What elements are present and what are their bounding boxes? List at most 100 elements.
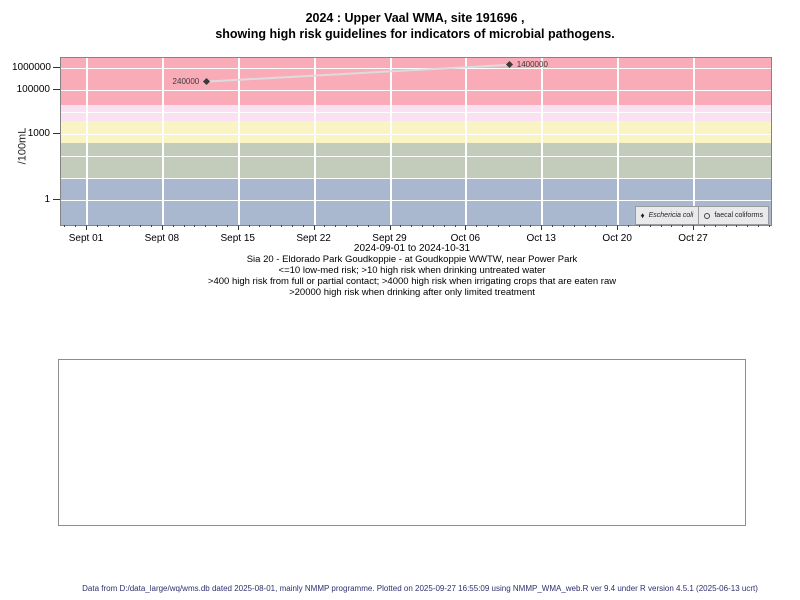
- vertical-gridline: [693, 58, 696, 225]
- risk-band: [61, 120, 771, 143]
- x-axis-tick: [465, 225, 467, 230]
- chart-title: 2024 : Upper Vaal WMA, site 191696 , sho…: [215, 10, 614, 42]
- x-axis-minor-tick: [508, 225, 510, 227]
- x-axis-minor-tick: [64, 225, 66, 227]
- x-axis-minor-tick: [259, 225, 261, 227]
- filled-diamond-icon: ♦: [640, 211, 645, 220]
- x-axis-minor-tick: [205, 225, 207, 227]
- x-axis-minor-tick: [562, 225, 564, 227]
- x-axis-minor-tick: [649, 225, 651, 227]
- x-axis-minor-tick: [172, 225, 174, 227]
- x-axis-tick-label: Sept 01: [68, 233, 104, 244]
- x-axis-minor-tick: [118, 225, 120, 227]
- horizontal-gridline: [61, 68, 771, 69]
- horizontal-gridline: [61, 134, 771, 135]
- x-axis-tick-label: Sept 22: [296, 233, 331, 244]
- chart-title-line2: showing high risk guidelines for indicat…: [215, 27, 615, 41]
- vertical-gridline: [86, 58, 88, 225]
- x-axis-minor-tick: [357, 225, 358, 227]
- x-axis-tick: [541, 225, 543, 230]
- y-axis-tick-label: 1000000: [12, 61, 51, 73]
- data-point-label: 1400000: [516, 60, 548, 70]
- x-axis-minor-tick: [291, 225, 293, 227]
- legend-entry: ♦ Eschericia coli: [636, 207, 699, 224]
- x-axis-minor-tick: [595, 225, 597, 227]
- x-axis-minor-tick: [216, 225, 218, 227]
- risk-band: [61, 142, 771, 178]
- x-axis-minor-tick: [617, 225, 619, 227]
- x-axis-minor-tick: [151, 225, 153, 227]
- horizontal-gridline: [61, 156, 771, 157]
- x-axis-minor-tick: [86, 225, 87, 227]
- vertical-gridline: [389, 58, 392, 225]
- x-axis-minor-tick: [660, 225, 662, 227]
- x-axis-minor-tick: [96, 225, 98, 227]
- horizontal-gridline: [61, 178, 771, 179]
- x-axis-minor-tick: [237, 225, 239, 227]
- caption-guideline-3: >20000 high risk when drinking after onl…: [289, 287, 535, 298]
- y-axis-tick-label: 1: [44, 193, 50, 205]
- x-axis-minor-tick: [248, 225, 250, 227]
- horizontal-gridline: [61, 200, 771, 201]
- y-axis-tick: [53, 199, 60, 200]
- risk-band: [61, 58, 771, 106]
- x-axis-minor-tick: [411, 225, 413, 227]
- x-axis-minor-tick: [129, 225, 131, 227]
- x-axis-minor-tick: [75, 225, 77, 227]
- x-axis-minor-tick: [747, 225, 749, 227]
- empty-panel: [58, 359, 746, 526]
- x-axis-minor-tick: [140, 225, 142, 227]
- x-axis-minor-tick: [606, 225, 608, 227]
- x-axis-minor-tick: [226, 225, 228, 227]
- caption-block: Sia 20 - Eldorado Park Goudkoppie - at G…: [208, 254, 616, 298]
- chart-legend: ♦ Eschericia coli faecal coliforms: [634, 206, 769, 225]
- x-axis-tick-label: Oct 06: [450, 233, 481, 244]
- x-axis-minor-tick: [324, 225, 326, 227]
- footer-text: Data from D:/data_large/wq/wms.db dated …: [82, 584, 758, 593]
- x-axis-tick: [389, 225, 391, 230]
- x-axis-minor-tick: [758, 225, 760, 227]
- x-axis-minor-tick: [638, 225, 640, 227]
- y-axis-tick: [53, 67, 60, 68]
- x-axis-minor-tick: [530, 225, 532, 227]
- x-axis-minor-tick: [465, 225, 467, 227]
- vertical-gridline: [617, 58, 620, 225]
- y-axis-tick-label: 1000: [27, 127, 50, 139]
- x-axis-minor-tick: [519, 225, 521, 227]
- x-axis-minor-tick: [346, 225, 348, 227]
- x-axis-tick: [161, 225, 163, 230]
- caption-guideline-1: <=10 low-med risk; >10 high risk when dr…: [278, 265, 546, 276]
- x-axis-tick-label: Oct 13: [526, 233, 556, 244]
- plot-area: 240000 1400000 ♦ Eschericia coli faecal col…: [60, 57, 772, 226]
- x-axis-minor-tick: [432, 225, 434, 227]
- x-axis-tick-label: Sept 08: [144, 233, 180, 244]
- vertical-gridline: [161, 58, 164, 225]
- x-axis-minor-tick: [107, 225, 109, 227]
- caption-site: Sia 20 - Eldorado Park Goudkoppie - at G…: [246, 254, 578, 265]
- x-axis-minor-tick: [378, 225, 380, 227]
- x-axis-minor-tick: [671, 225, 673, 227]
- x-axis-minor-tick: [693, 225, 695, 227]
- x-axis-minor-tick: [281, 225, 283, 227]
- x-axis-minor-tick: [476, 225, 478, 227]
- x-axis-tick-label: Sept 15: [220, 233, 255, 244]
- x-axis-minor-tick: [725, 225, 727, 227]
- vertical-gridline: [465, 58, 468, 225]
- x-axis-minor-tick: [400, 225, 402, 227]
- x-axis-minor-tick: [443, 225, 445, 227]
- chart-title-line1: 2024 : Upper Vaal WMA, site 191696 ,: [305, 11, 525, 25]
- x-axis-tick: [237, 225, 239, 230]
- x-axis-tick: [313, 225, 315, 230]
- x-axis-minor-tick: [584, 225, 586, 227]
- vertical-gridline: [541, 58, 544, 225]
- x-axis-minor-tick: [302, 225, 304, 227]
- legend-label: Eschericia coli: [648, 212, 694, 219]
- vertical-gridline: [313, 58, 316, 225]
- legend-entry: faecal coliforms: [698, 207, 768, 224]
- x-axis-minor-tick: [497, 225, 499, 227]
- x-axis-tick: [617, 225, 619, 230]
- x-axis-minor-tick: [335, 225, 337, 227]
- x-axis-tick-label: Oct 20: [602, 233, 632, 244]
- x-axis-minor-tick: [703, 225, 705, 227]
- x-axis-minor-tick: [313, 225, 315, 227]
